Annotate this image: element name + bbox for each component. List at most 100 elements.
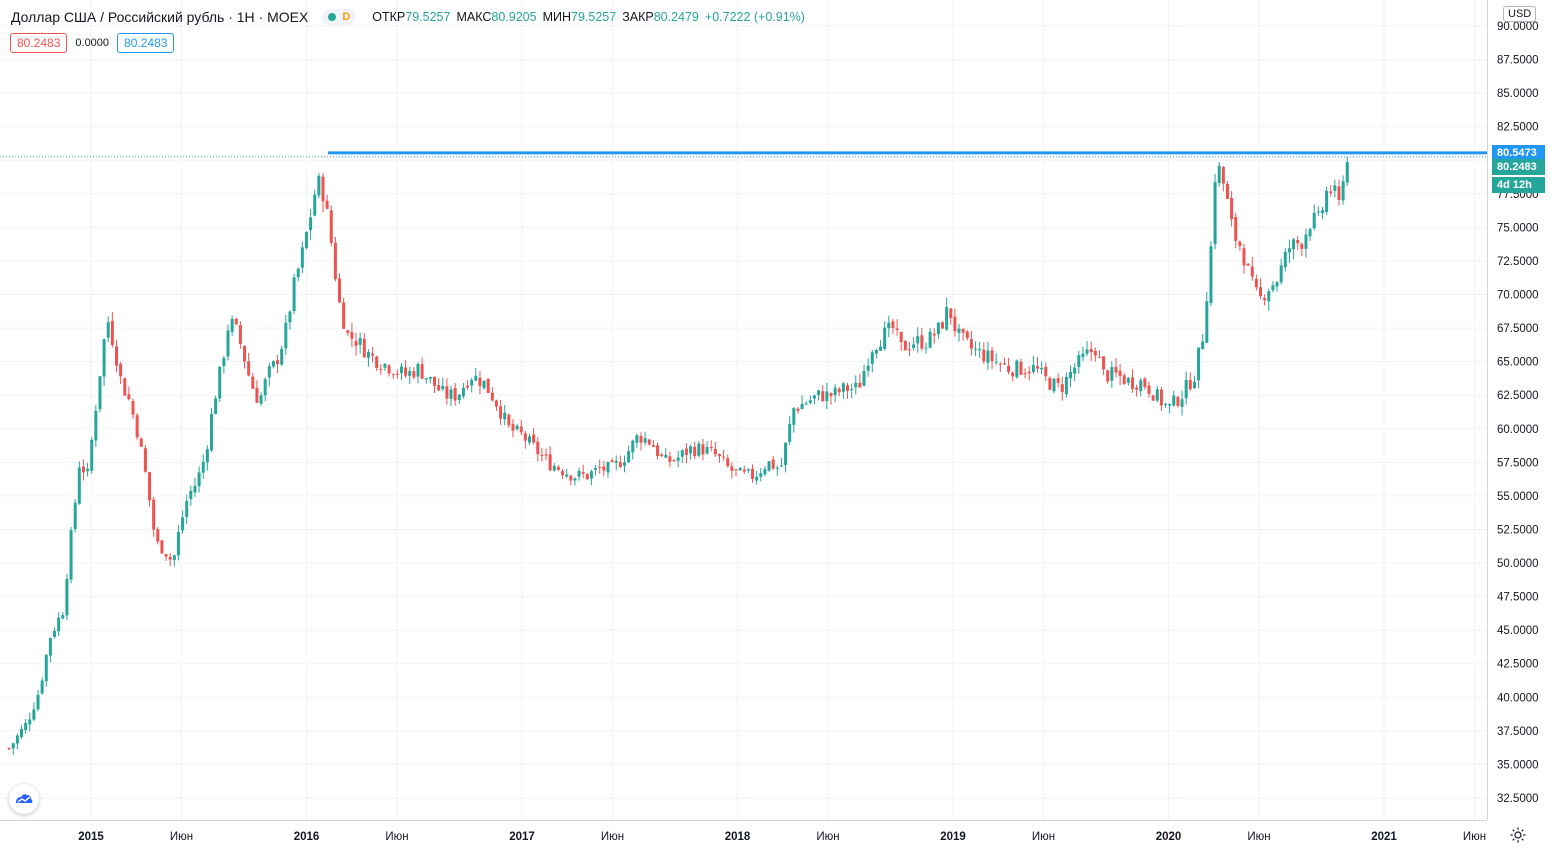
candle-body xyxy=(511,424,515,431)
candle-body xyxy=(486,378,490,393)
candle-body xyxy=(300,247,304,268)
candle-body xyxy=(1027,371,1031,374)
candle-body xyxy=(660,454,664,456)
symbol-title[interactable]: Доллар США / Российский рубль · 1H · MOE… xyxy=(11,9,309,25)
candle-body xyxy=(874,350,878,354)
candle-body xyxy=(519,426,523,433)
candle-body xyxy=(833,387,837,396)
delay-badge: D xyxy=(342,11,351,23)
candle-body xyxy=(57,617,61,632)
candle-body xyxy=(788,423,792,442)
candle-body xyxy=(358,337,362,345)
candle-body xyxy=(672,460,676,462)
candle-body xyxy=(321,176,325,202)
candle-body xyxy=(1102,356,1106,370)
candle-body xyxy=(552,466,556,471)
candle-body xyxy=(499,406,503,419)
candle-body xyxy=(284,322,288,349)
candle-body xyxy=(391,374,395,376)
price-axis: 32.5000 35.0000 37.5000 40.0000 42.5000 45.00… xyxy=(1497,21,1539,805)
candle-body xyxy=(734,469,738,471)
candle-body xyxy=(123,378,127,396)
candle-body xyxy=(726,458,730,467)
market-status[interactable]: D xyxy=(322,9,357,25)
candle-body xyxy=(1279,265,1283,283)
candle-body xyxy=(404,367,408,376)
candle-body xyxy=(1230,198,1234,220)
candle-body xyxy=(850,388,854,390)
candle-body xyxy=(1209,246,1213,304)
currency-button[interactable]: USD xyxy=(1503,6,1537,22)
line-price-tag: 80.5473 xyxy=(1492,144,1545,161)
candle-body xyxy=(1077,355,1081,368)
candle-body xyxy=(887,322,891,329)
candle-body xyxy=(362,338,366,358)
candle-body xyxy=(821,391,825,402)
candle-body xyxy=(1040,367,1044,370)
candle-body xyxy=(259,395,263,404)
candle-body xyxy=(1023,373,1027,375)
candle-body xyxy=(470,380,474,386)
candle-body xyxy=(1254,278,1258,288)
candle-body xyxy=(614,460,618,463)
x-tick-label: Июн xyxy=(1247,831,1270,843)
indicator-legend[interactable]: 80.2483 0.0000 80.2483 xyxy=(10,33,175,53)
candle-body xyxy=(643,438,647,443)
candle-body xyxy=(466,385,470,388)
candle-body xyxy=(631,440,635,453)
candle-body xyxy=(292,277,296,312)
candle-body xyxy=(569,475,573,481)
high-label: МАКС xyxy=(456,10,492,24)
candle-body xyxy=(891,321,895,329)
y-tick-label: 60.0000 xyxy=(1497,424,1539,436)
market-open-dot-icon xyxy=(328,13,337,21)
candle-body xyxy=(527,436,531,443)
gear-icon[interactable] xyxy=(1509,826,1527,844)
candle-body xyxy=(1213,182,1217,245)
candle-body xyxy=(176,532,180,556)
candle-body xyxy=(767,461,771,471)
candle-body xyxy=(866,365,870,371)
candle-body xyxy=(48,638,52,656)
candle-body xyxy=(1308,229,1312,237)
candle-body xyxy=(701,444,705,455)
candle-body xyxy=(15,735,19,744)
candle-body xyxy=(453,388,457,401)
candle-body xyxy=(189,490,193,500)
candle-body xyxy=(870,352,874,364)
candle-body xyxy=(395,373,399,375)
candle-body xyxy=(610,460,614,463)
candle-body xyxy=(647,439,651,445)
candle-body xyxy=(1159,389,1163,406)
high-value: 80.9205 xyxy=(491,10,537,24)
candle-body xyxy=(461,387,465,397)
candle-body xyxy=(1184,379,1188,399)
indicator-value-2: 0.0000 xyxy=(75,37,110,49)
candle-body xyxy=(181,517,185,531)
y-tick-label: 90.0000 xyxy=(1497,21,1539,33)
candle-body xyxy=(800,403,804,410)
y-tick-label: 42.5000 xyxy=(1497,659,1539,671)
candle-body xyxy=(668,456,672,462)
y-tick-label: 52.5000 xyxy=(1497,524,1539,536)
candle-body xyxy=(717,454,721,457)
candle-body xyxy=(1122,375,1126,385)
candle-body xyxy=(218,366,222,399)
candle-body xyxy=(1225,183,1229,199)
candle-body xyxy=(428,376,432,379)
candle-body xyxy=(325,200,329,209)
y-tick-label: 32.5000 xyxy=(1497,793,1539,805)
horizontal-lines xyxy=(0,151,1487,158)
candle-body xyxy=(441,385,445,390)
candle-body xyxy=(503,412,507,420)
candle-body xyxy=(11,743,15,749)
candle-body xyxy=(276,360,280,364)
candle-body xyxy=(1345,162,1349,183)
candle-body xyxy=(1089,348,1093,353)
candle-body xyxy=(296,268,300,278)
candle-body xyxy=(1035,366,1039,369)
candle-body xyxy=(1168,404,1172,406)
tradingview-logo-icon[interactable] xyxy=(9,784,39,814)
grid xyxy=(0,0,1487,820)
